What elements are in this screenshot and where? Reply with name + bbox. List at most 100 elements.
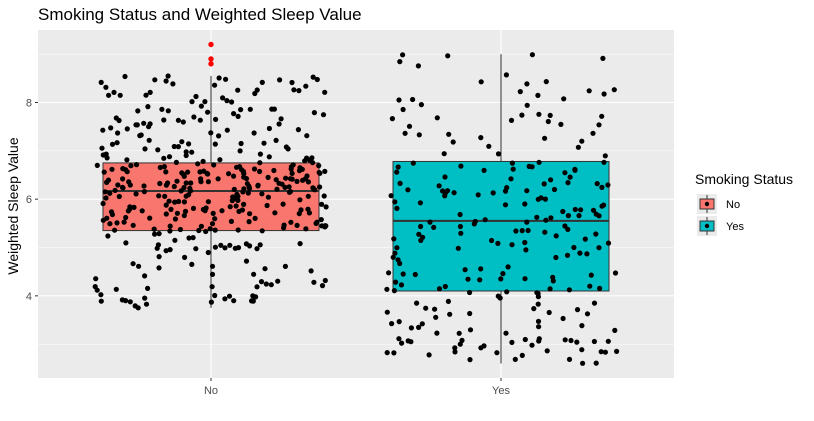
jitter-point <box>457 341 463 347</box>
jitter-point <box>266 125 272 132</box>
jitter-point <box>548 177 554 183</box>
jitter-point <box>543 217 549 223</box>
jitter-point <box>398 282 405 288</box>
jitter-point <box>126 179 132 185</box>
jitter-point <box>189 149 195 155</box>
jitter-point <box>265 194 271 200</box>
jitter-point <box>197 117 203 123</box>
jitter-point <box>273 177 279 183</box>
legend-key-point <box>704 201 710 207</box>
jitter-point <box>154 245 160 251</box>
jitter-point <box>222 296 228 302</box>
jitter-point <box>237 148 243 154</box>
jitter-point <box>310 185 316 191</box>
jitter-point <box>146 137 152 143</box>
y-axis-title: Weighted Sleep Value <box>5 137 21 274</box>
legend-title: Smoking Status <box>695 171 793 187</box>
jitter-point <box>257 160 263 166</box>
jitter-point <box>612 327 618 333</box>
jitter-point <box>133 162 140 168</box>
jitter-point <box>182 254 188 260</box>
jitter-point <box>467 289 473 296</box>
jitter-point <box>190 205 197 211</box>
jitter-point <box>205 109 211 115</box>
jitter-point <box>574 307 581 313</box>
jitter-point <box>434 115 440 121</box>
jitter-point <box>416 324 422 330</box>
jitter-point <box>139 208 145 214</box>
jitter-point <box>93 276 99 282</box>
x-tick-label: No <box>204 385 218 397</box>
jitter-point <box>567 174 573 180</box>
jitter-point <box>278 116 284 122</box>
jitter-point <box>322 89 328 95</box>
jitter-point <box>204 170 210 176</box>
jitter-point <box>238 107 244 113</box>
jitter-point <box>536 159 542 165</box>
jitter-point <box>100 127 106 133</box>
legend: Smoking Status No Yes <box>695 171 793 236</box>
jitter-point <box>163 78 169 84</box>
jitter-point <box>391 350 397 356</box>
jitter-point <box>509 339 515 345</box>
jitter-point <box>141 120 147 126</box>
jitter-point <box>467 327 474 333</box>
jitter-point <box>544 348 550 354</box>
jitter-point <box>220 95 226 101</box>
jitter-point <box>576 213 582 219</box>
jitter-point <box>266 154 272 160</box>
jitter-point <box>113 286 119 292</box>
jitter-point <box>414 300 420 306</box>
box-group-yes <box>384 52 620 366</box>
jitter-point <box>457 223 463 230</box>
jitter-point <box>475 192 481 198</box>
jitter-point <box>524 81 530 87</box>
jitter-point <box>121 219 127 225</box>
jitter-point <box>524 188 530 194</box>
jitter-point <box>250 298 256 304</box>
jitter-point <box>281 222 287 228</box>
jitter-point <box>402 130 408 136</box>
jitter-point <box>317 184 323 190</box>
jitter-point <box>216 133 222 139</box>
jitter-point <box>481 167 487 173</box>
jitter-point <box>494 350 500 356</box>
jitter-point <box>247 211 253 217</box>
jitter-point <box>228 218 234 224</box>
jitter-point <box>513 228 519 234</box>
jitter-point <box>257 168 263 175</box>
jitter-point <box>522 201 528 207</box>
jitter-point <box>157 180 163 187</box>
jitter-point <box>386 270 392 276</box>
jitter-point <box>227 204 233 210</box>
jitter-point <box>395 257 401 263</box>
jitter-point <box>512 356 518 362</box>
jitter-point <box>602 349 609 355</box>
jitter-point <box>162 193 168 199</box>
jitter-point <box>594 181 600 187</box>
jitter-point <box>391 236 397 242</box>
jitter-point <box>535 301 541 307</box>
jitter-point <box>231 298 237 304</box>
jitter-point <box>239 167 245 173</box>
jitter-point <box>172 199 178 205</box>
jitter-point <box>101 169 107 175</box>
jitter-point <box>254 246 260 252</box>
jitter-point <box>208 299 214 305</box>
y-tick-label: 4 <box>26 291 32 303</box>
jitter-point <box>519 352 525 358</box>
jitter-point <box>208 130 214 136</box>
box-yes <box>392 160 610 292</box>
legend-key-yes: Yes <box>697 216 744 236</box>
jitter-point <box>305 206 311 212</box>
jitter-point <box>307 157 313 163</box>
jitter-point <box>198 103 204 109</box>
jitter-point <box>415 63 421 69</box>
jitter-point <box>268 282 274 288</box>
jitter-point <box>125 208 131 214</box>
jitter-point <box>196 227 202 234</box>
jitter-point <box>546 309 552 316</box>
jitter-point <box>188 180 194 186</box>
jitter-point <box>94 162 100 168</box>
